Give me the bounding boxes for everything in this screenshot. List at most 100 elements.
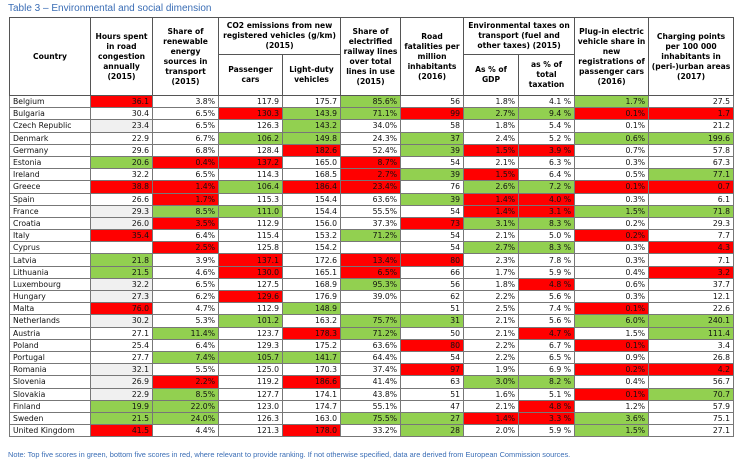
cell-hours-congestion: 19.9: [90, 399, 153, 413]
cell-co2-light-duty: 186.6: [281, 375, 342, 389]
cell-hours-congestion: 38.8: [90, 180, 153, 194]
cell-co2-light-duty: 143.2: [281, 119, 342, 133]
cell-plugin-share: 0.1%: [574, 302, 650, 316]
table-row: Poland 25.4 6.4% 129.3 175.2 63.6% 80 2.2% 6.7 %…: [9, 338, 735, 352]
cell-co2-passenger-cars: 126.3: [218, 119, 283, 133]
cell-co2-light-duty: 149.8: [281, 131, 342, 145]
cell-electrified-rail: 39.0%: [340, 289, 402, 304]
cell-plugin-share: 0.2%: [574, 363, 650, 377]
cell-renewable-share: 22.0%: [152, 399, 219, 413]
cell-renewable-share: 8.5%: [152, 387, 219, 401]
cell-hours-congestion: 32.1: [90, 363, 153, 377]
cell-renewable-share: 1.7%: [152, 192, 219, 206]
cell-co2-passenger-cars: 126.3: [218, 411, 283, 426]
cell-taxes-gdp: 2.7%: [463, 241, 520, 255]
cell-electrified-rail: 71.2%: [340, 229, 402, 243]
cell-taxes-total: 6.3 %: [518, 155, 576, 170]
cell-hours-congestion: 41.5: [90, 424, 153, 438]
cell-electrified-rail: 85.6%: [340, 94, 402, 109]
table-row: Sweden 21.5 24.0% 126.3 163.0 75.5% 27 1.4% 3.3 …: [9, 411, 735, 426]
cell-charging-points: 29.3: [648, 216, 735, 231]
cell-co2-light-duty: 170.3: [281, 363, 342, 377]
header-road-fatalities: Road fatalities per million inhabitants …: [400, 17, 465, 96]
cell-taxes-gdp: 2.1%: [463, 399, 520, 413]
table-note: Note: Top five scores in green, bottom f…: [8, 450, 571, 459]
cell-country: Portugal: [9, 350, 91, 365]
table-row: Luxembourg 32.2 6.5% 127.5 168.9 95.3% 56 1.8% 4…: [9, 277, 735, 292]
table-row: Cyprus 2.5% 125.8 154.2 54 2.7% 8.3 % 0.3% 4.3: [9, 241, 735, 255]
cell-electrified-rail: 64.4%: [340, 350, 402, 365]
cell-co2-passenger-cars: 101.2: [218, 314, 283, 328]
cell-country: Malta: [9, 302, 91, 316]
cell-charging-points: 27.1: [648, 424, 735, 438]
table-row: Portugal 27.7 7.4% 105.7 141.7 64.4% 54 2.2% 6.5…: [9, 350, 735, 365]
cell-charging-points: 199.6: [648, 131, 735, 145]
table-row: Estonia 20.6 0.4% 137.2 165.0 8.7% 54 2.1% 6.3 %…: [9, 155, 735, 170]
cell-electrified-rail: 75.5%: [340, 411, 402, 426]
cell-road-fatalities: 66: [400, 265, 465, 279]
table-row: Lithuania 21.5 4.6% 130.0 165.1 6.5% 66 1.7% 5.9…: [9, 265, 735, 279]
cell-taxes-gdp: 2.4%: [463, 131, 520, 145]
cell-charging-points: 4.2: [648, 363, 735, 377]
cell-renewable-share: 1.4%: [152, 180, 219, 194]
cell-plugin-share: 6.0%: [574, 314, 650, 328]
cell-country: France: [9, 204, 91, 218]
cell-road-fatalities: 51: [400, 387, 465, 401]
cell-charging-points: 7.1: [648, 253, 735, 267]
cell-plugin-share: 0.5%: [574, 168, 650, 182]
cell-plugin-share: 0.3%: [574, 241, 650, 255]
cell-taxes-total: 6.7 %: [518, 338, 576, 352]
cell-co2-light-duty: 175.2: [281, 338, 342, 352]
cell-electrified-rail: 55.5%: [340, 204, 402, 218]
cell-electrified-rail: 6.5%: [340, 265, 402, 279]
table-row: Malta 76.0 4.7% 112.9 148.9 51 2.5% 7.4 % 0.1% 22…: [9, 302, 735, 316]
cell-country: Hungary: [9, 289, 91, 304]
cell-country: Luxembourg: [9, 277, 91, 292]
cell-taxes-gdp: 1.8%: [463, 94, 520, 109]
cell-renewable-share: 6.5%: [152, 277, 219, 292]
table-row: Croatia 26.0 3.5% 112.9 156.0 37.3% 73 3.1% 8.3 …: [9, 216, 735, 231]
table-row: Latvia 21.8 3.9% 137.1 172.6 13.4% 80 2.3% 7.8 %…: [9, 253, 735, 267]
cell-taxes-total: 8.3 %: [518, 241, 576, 255]
cell-electrified-rail: 23.4%: [340, 180, 402, 194]
cell-taxes-total: 6.5 %: [518, 350, 576, 365]
cell-road-fatalities: 54: [400, 155, 465, 170]
table-row: Finland 19.9 22.0% 123.0 174.7 55.1% 47 2.1% 4.8…: [9, 399, 735, 413]
cell-charging-points: 1.7: [648, 107, 735, 121]
cell-electrified-rail: 71.2%: [340, 326, 402, 340]
cell-plugin-share: 1.5%: [574, 204, 650, 218]
cell-road-fatalities: 54: [400, 229, 465, 243]
cell-hours-congestion: 25.4: [90, 338, 153, 352]
cell-country: Spain: [9, 192, 91, 206]
cell-taxes-gdp: 3.1%: [463, 216, 520, 231]
cell-renewable-share: 3.8%: [152, 94, 219, 109]
cell-taxes-gdp: 2.0%: [463, 424, 520, 438]
header-taxes-gdp: As % of GDP: [463, 54, 520, 96]
cell-country: Czech Republic: [9, 119, 91, 133]
cell-taxes-total: 4.1 %: [518, 94, 576, 109]
cell-taxes-total: 7.2 %: [518, 180, 576, 194]
cell-road-fatalities: 63: [400, 375, 465, 389]
cell-co2-light-duty: 176.9: [281, 289, 342, 304]
cell-country: Bulgaria: [9, 107, 91, 121]
cell-road-fatalities: 76: [400, 180, 465, 194]
cell-co2-passenger-cars: 115.3: [218, 192, 283, 206]
cell-country: United Kingdom: [9, 424, 91, 438]
cell-renewable-share: 6.2%: [152, 289, 219, 304]
cell-charging-points: 111.4: [648, 326, 735, 340]
cell-co2-light-duty: 148.9: [281, 302, 342, 316]
cell-co2-passenger-cars: 125.8: [218, 241, 283, 255]
cell-charging-points: 77.1: [648, 168, 735, 182]
cell-taxes-total: 5.9 %: [518, 424, 576, 438]
cell-renewable-share: 3.5%: [152, 216, 219, 231]
cell-country: Latvia: [9, 253, 91, 267]
header-electrified-rail: Share of electrified railway lines over …: [340, 17, 402, 96]
cell-co2-light-duty: 154.4: [281, 204, 342, 218]
cell-co2-passenger-cars: 106.4: [218, 180, 283, 194]
cell-road-fatalities: 56: [400, 277, 465, 292]
cell-taxes-gdp: 1.6%: [463, 387, 520, 401]
cell-renewable-share: 6.7%: [152, 131, 219, 145]
header-co2-emissions: CO2 emissions from new registered vehicl…: [217, 17, 342, 55]
cell-hours-congestion: 21.5: [90, 411, 153, 426]
cell-taxes-gdp: 2.3%: [463, 253, 520, 267]
